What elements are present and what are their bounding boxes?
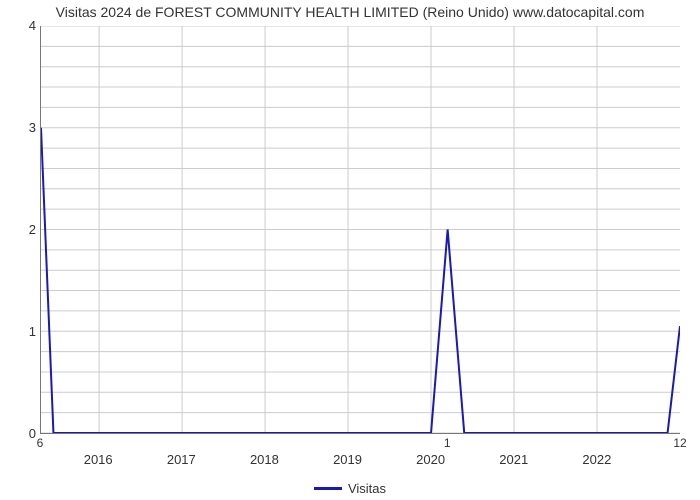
x-tick-label: 2022 <box>582 452 611 467</box>
data-point-label: 6 <box>37 436 44 450</box>
y-tick-label: 0 <box>6 426 36 441</box>
legend: Visitas <box>0 477 700 496</box>
legend-item-visitas: Visitas <box>314 481 386 496</box>
x-tick-label: 2017 <box>167 452 196 467</box>
y-tick-label: 3 <box>6 120 36 135</box>
legend-swatch-icon <box>314 487 342 490</box>
chart-title: Visitas 2024 de FOREST COMMUNITY HEALTH … <box>0 4 700 20</box>
y-tick-label: 2 <box>6 222 36 237</box>
x-tick-label: 2018 <box>250 452 279 467</box>
legend-label: Visitas <box>348 481 386 496</box>
x-tick-label: 2021 <box>499 452 528 467</box>
series-line-visitas <box>41 128 680 433</box>
y-tick-label: 1 <box>6 324 36 339</box>
plot-area <box>40 26 680 434</box>
y-tick-label: 4 <box>6 18 36 33</box>
data-point-label: 12 <box>673 436 686 450</box>
x-tick-label: 2016 <box>84 452 113 467</box>
visits-chart: Visitas 2024 de FOREST COMMUNITY HEALTH … <box>0 0 700 500</box>
plot-svg <box>41 26 680 433</box>
data-point-label: 1 <box>444 436 451 450</box>
x-tick-label: 2020 <box>416 452 445 467</box>
x-tick-label: 2019 <box>333 452 362 467</box>
